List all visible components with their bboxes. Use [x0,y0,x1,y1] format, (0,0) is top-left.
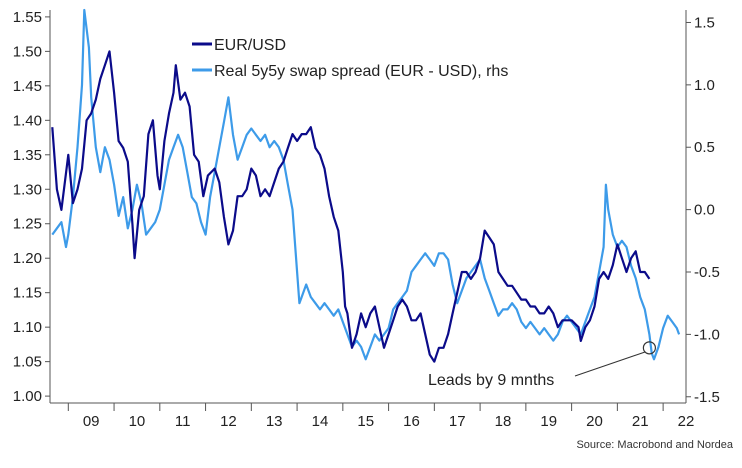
x-tick-label: 10 [129,413,146,430]
y-right-tick-label: -1.0 [694,326,720,343]
source-label: Source: Macrobond and Nordea [576,439,733,451]
x-tick-label: 22 [678,413,695,430]
plot-lines [51,8,681,363]
y-left-tick-label: 1.00 [13,388,42,405]
x-tick-label: 15 [357,413,374,430]
y-left-tick-label: 1.35 [13,147,42,164]
y-left-tick-label: 1.55 [13,9,42,26]
y-left-tick-label: 1.30 [13,181,42,198]
y-left-tick-label: 1.50 [13,43,42,60]
annotation-label: Leads by 9 mnths [428,372,554,389]
y-left-tick-label: 1.10 [13,319,42,336]
x-tick-label: 13 [266,413,283,430]
x-tick-label: 12 [220,413,237,430]
y-right-tick-label: 1.0 [694,77,715,94]
annotation-line [574,351,646,377]
legend: EUR/USD Real 5y5y swap spread (EUR - USD… [192,37,508,80]
y-right-tick-label: -0.5 [694,264,720,281]
y-right-tick-label: 0.0 [694,202,715,219]
y-left-tick-label: 1.25 [13,216,42,233]
y-right-tick-label: 0.5 [694,139,715,156]
y-left-tick-label: 1.15 [13,285,42,302]
x-tick-label: 20 [586,413,603,430]
x-tick-label: 21 [632,413,649,430]
annotation-group: Leads by 9 mnths [428,341,656,389]
x-tick-label: 17 [449,413,466,430]
series-line-eurusd [51,50,651,363]
x-tick-label: 14 [312,413,329,430]
y-left-tick-label: 1.20 [13,250,42,267]
legend-label-spread: Real 5y5y swap spread (EUR - USD), rhs [214,63,508,80]
y-left-tick-label: 1.05 [13,354,42,371]
axes: 1.00 1.05 1.10 1.15 1.20 1.25 1.30 1.35 1.40 1.45… [13,9,720,430]
x-tick-label: 19 [540,413,557,430]
x-tick-label: 09 [83,413,100,430]
x-tick-label: 11 [175,413,191,430]
series-line-spread [51,8,681,361]
y-right-tick-label: -1.5 [694,389,720,406]
annotation-marker [642,341,656,355]
y-right-tick-label: 1.5 [694,14,715,31]
y-left-tick-label: 1.40 [13,112,42,129]
y-left-tick-label: 1.45 [13,78,42,95]
x-tick-label: 18 [495,413,512,430]
legend-label-eurusd: EUR/USD [214,37,286,54]
x-tick-label: 16 [403,413,420,430]
